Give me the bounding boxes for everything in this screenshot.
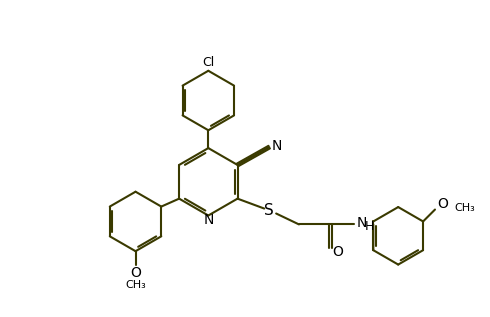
- Text: S: S: [265, 203, 274, 218]
- Text: CH₃: CH₃: [455, 203, 476, 213]
- Text: N: N: [356, 217, 367, 230]
- Text: O: O: [130, 266, 141, 280]
- Text: N: N: [203, 213, 214, 228]
- Text: Cl: Cl: [202, 56, 215, 69]
- Text: O: O: [438, 197, 448, 210]
- Text: O: O: [332, 245, 343, 259]
- Text: N: N: [272, 139, 282, 153]
- Text: H: H: [365, 220, 374, 233]
- Text: CH₃: CH₃: [125, 280, 146, 290]
